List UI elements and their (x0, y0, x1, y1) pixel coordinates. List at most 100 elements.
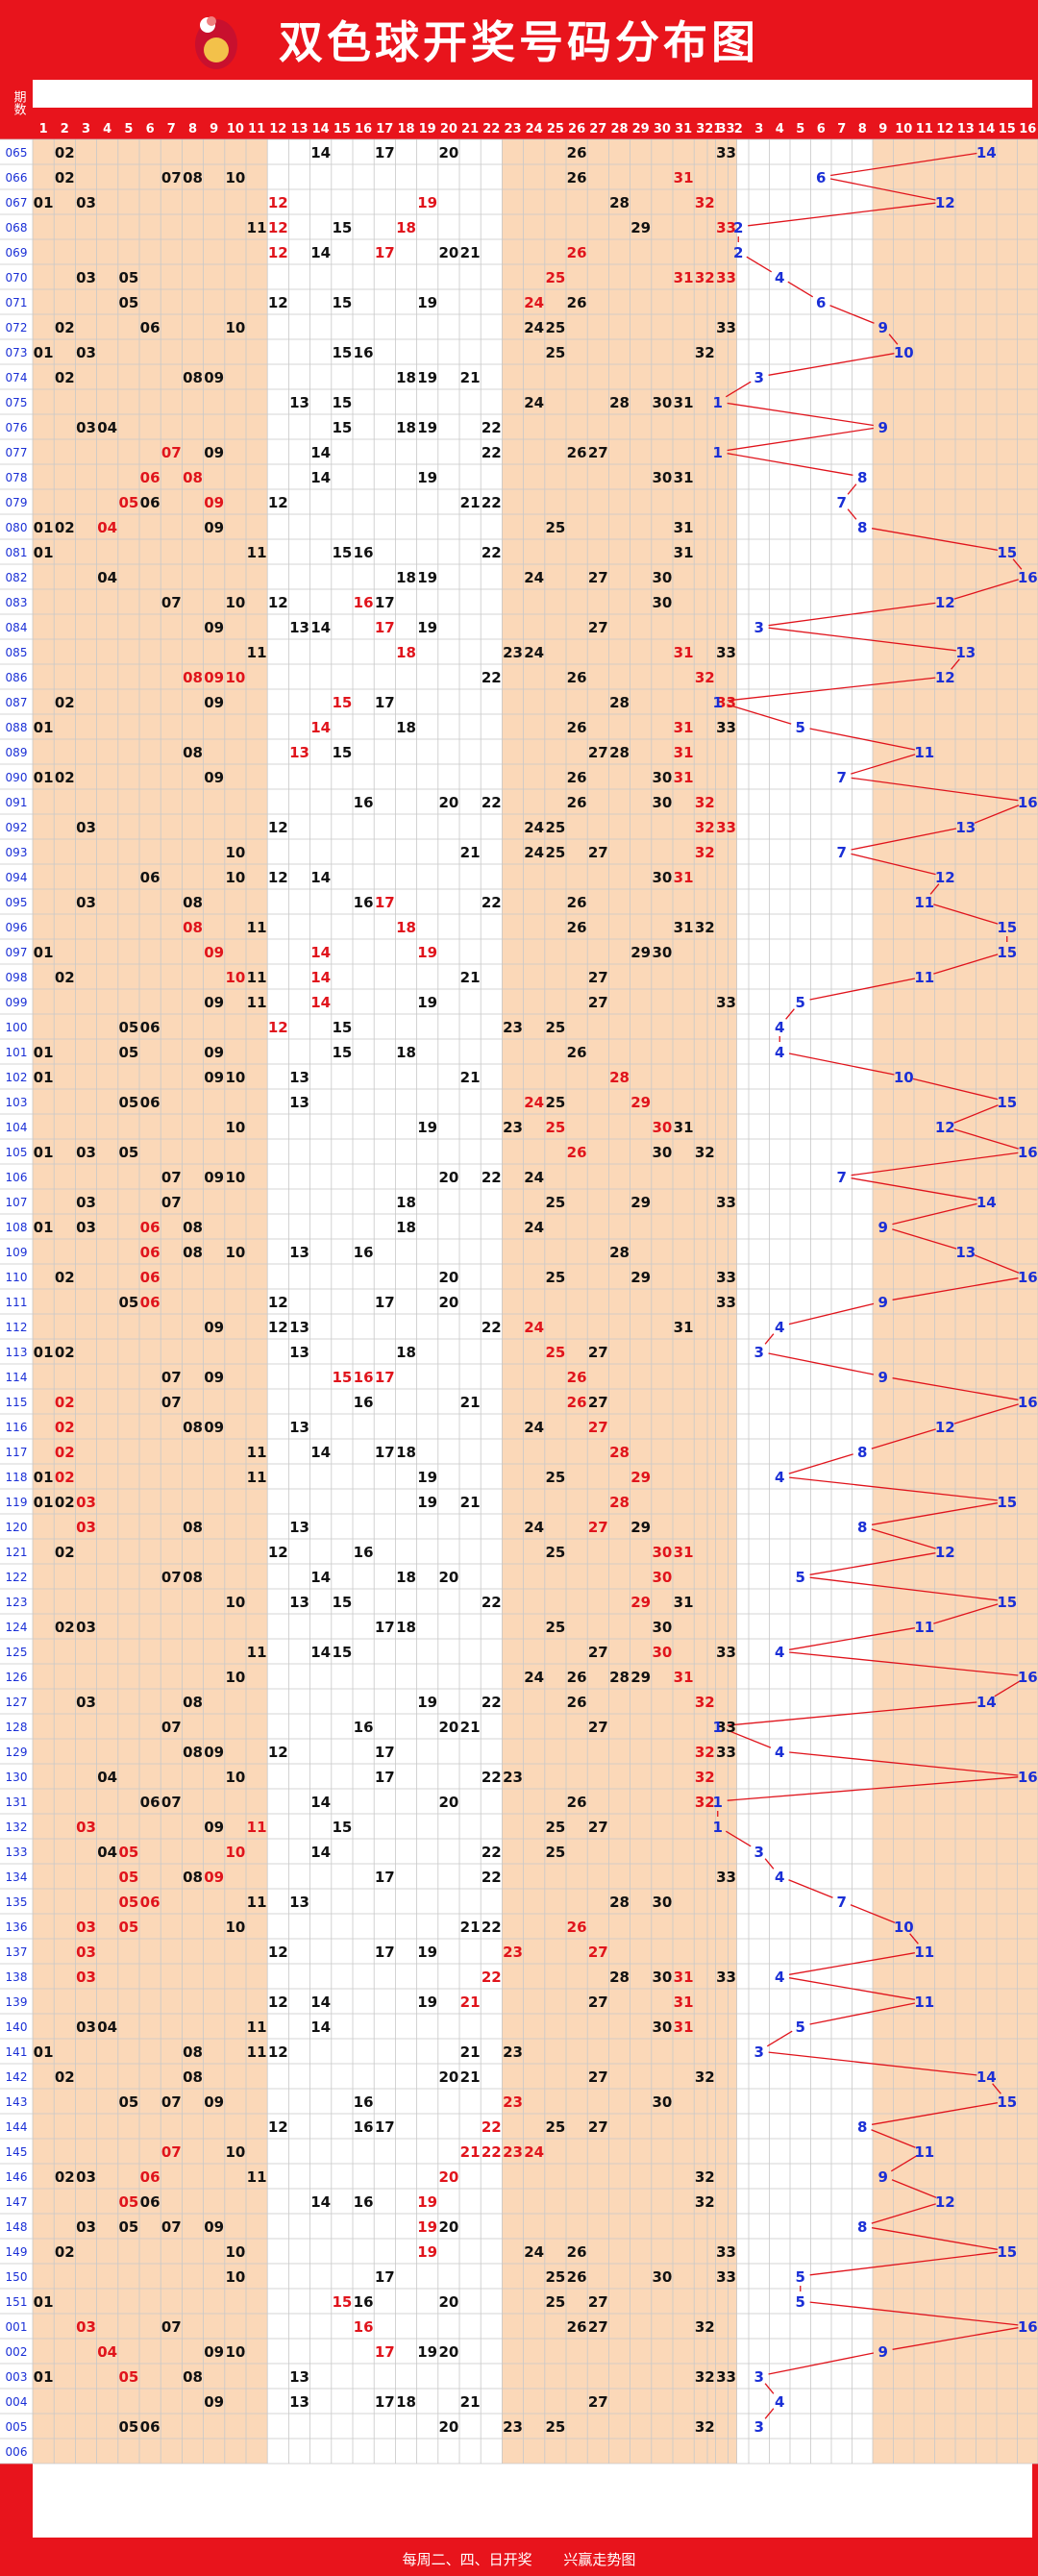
red-column-header: 11 (248, 122, 265, 136)
red-column-header: 10 (227, 122, 244, 136)
red-ball-number: 28 (609, 194, 630, 211)
red-ball-number: 28 (609, 1894, 630, 1911)
red-ball-number: 08 (183, 919, 203, 936)
red-ball-number: 21 (460, 2068, 481, 2086)
red-ball-number: 21 (460, 1994, 481, 2011)
red-ball-number: 16 (354, 344, 374, 361)
red-ball-number: 15 (332, 1644, 352, 1661)
red-ball-number: 02 (55, 1494, 75, 1511)
red-ball-number: 18 (396, 1194, 416, 1211)
red-ball-number: 11 (247, 919, 267, 936)
blue-ball-number: 16 (1018, 1269, 1038, 1286)
red-ball-number: 12 (268, 869, 288, 886)
trend-segment (992, 2083, 1001, 2094)
trend-segment (851, 1177, 977, 1201)
blue-ball-number: 6 (816, 169, 826, 186)
red-ball-number: 10 (225, 2268, 245, 2286)
red-ball-number: 27 (588, 994, 608, 1011)
period-header-label: 期数 (12, 90, 27, 115)
red-column-header: 26 (568, 122, 585, 136)
red-ball-number: 10 (225, 594, 245, 611)
red-ball-number: 18 (396, 2393, 416, 2411)
red-ball-number: 22 (482, 419, 502, 436)
blue-ball-number: 4 (775, 1644, 784, 1661)
red-ball-number: 24 (524, 2243, 544, 2261)
blue-column-header: 8 (858, 122, 867, 136)
red-ball-number: 26 (567, 1394, 587, 1411)
red-ball-number: 28 (609, 1244, 630, 1261)
blue-ball-number: 7 (837, 1894, 847, 1911)
trend-segment (789, 1751, 1019, 1776)
red-ball-number: 33 (716, 269, 736, 286)
period-column (0, 139, 33, 2464)
red-ball-number: 21 (460, 2143, 481, 2161)
blue-ball-number: 14 (976, 2068, 997, 2086)
red-ball-number: 27 (588, 444, 608, 461)
red-ball-number: 19 (417, 994, 437, 1011)
red-ball-number: 14 (310, 1644, 331, 1661)
red-ball-number: 09 (204, 2093, 224, 2111)
blue-ball-number: 4 (775, 1969, 784, 1986)
red-ball-number: 12 (268, 494, 288, 511)
red-ball-number: 31 (674, 869, 694, 886)
blue-column-header: 10 (895, 122, 912, 136)
red-ball-number: 27 (588, 1344, 608, 1361)
red-ball-number: 17 (375, 1619, 395, 1636)
red-ball-number: 10 (225, 669, 245, 686)
red-ball-number: 17 (375, 144, 395, 161)
red-ball-number: 05 (118, 2193, 138, 2211)
red-ball-number: 15 (332, 1019, 352, 1036)
blue-ball-number: 1 (713, 1719, 723, 1736)
red-ball-number: 25 (545, 1469, 565, 1486)
red-ball-number: 01 (34, 1219, 54, 1236)
red-ball-number: 24 (524, 569, 544, 586)
red-column-header: 2 (61, 122, 69, 136)
blue-ball-number: 15 (997, 2093, 1017, 2111)
red-ball-number: 02 (55, 1619, 75, 1636)
red-ball-number: 07 (161, 2318, 182, 2336)
trend-segment (871, 528, 999, 551)
trend-segment (871, 1428, 936, 1449)
red-ball-number: 32 (695, 794, 715, 811)
red-ball-number: 18 (396, 644, 416, 661)
red-ball-number: 33 (716, 144, 736, 161)
red-ball-number: 02 (55, 769, 75, 786)
red-ball-number: 18 (396, 1444, 416, 1461)
red-ball-number: 07 (161, 1794, 182, 1811)
red-band-2 (502, 139, 737, 2464)
period-label: 003 (6, 2370, 28, 2384)
red-ball-number: 25 (545, 844, 565, 861)
period-label: 126 (6, 1671, 28, 1684)
red-ball-number: 03 (76, 419, 96, 436)
red-ball-number: 21 (460, 494, 481, 511)
period-label: 109 (6, 1246, 28, 1259)
red-ball-number: 20 (438, 1169, 458, 1186)
trend-segment (788, 1453, 853, 1474)
period-label: 133 (6, 1845, 28, 1859)
red-ball-number: 16 (354, 794, 374, 811)
blue-ball-number: 11 (914, 1994, 934, 2011)
red-ball-number: 19 (417, 1994, 437, 2011)
red-ball-number: 06 (140, 1894, 161, 1911)
red-ball-number: 27 (588, 969, 608, 986)
red-ball-number: 12 (268, 594, 288, 611)
red-column-header: 12 (269, 122, 286, 136)
red-ball-number: 18 (396, 219, 416, 236)
red-ball-number: 30 (652, 769, 672, 786)
trend-segment (809, 978, 916, 1001)
red-ball-number: 07 (161, 2093, 182, 2111)
red-ball-number: 01 (34, 1344, 54, 1361)
period-label: 005 (6, 2420, 28, 2434)
trend-segment (871, 2203, 936, 2224)
period-label: 125 (6, 1646, 28, 1659)
trend-segment (851, 853, 936, 876)
blue-ball-number: 9 (878, 1294, 888, 1311)
blue-column-header: 7 (837, 122, 846, 136)
red-ball-number: 32 (695, 919, 715, 936)
red-ball-number: 21 (460, 244, 481, 261)
blue-ball-number: 4 (775, 1469, 784, 1486)
red-ball-number: 33 (716, 819, 736, 836)
blue-ball-number: 1 (713, 394, 723, 411)
blue-ball-number: 9 (878, 1369, 888, 1386)
red-ball-number: 06 (140, 2418, 161, 2436)
